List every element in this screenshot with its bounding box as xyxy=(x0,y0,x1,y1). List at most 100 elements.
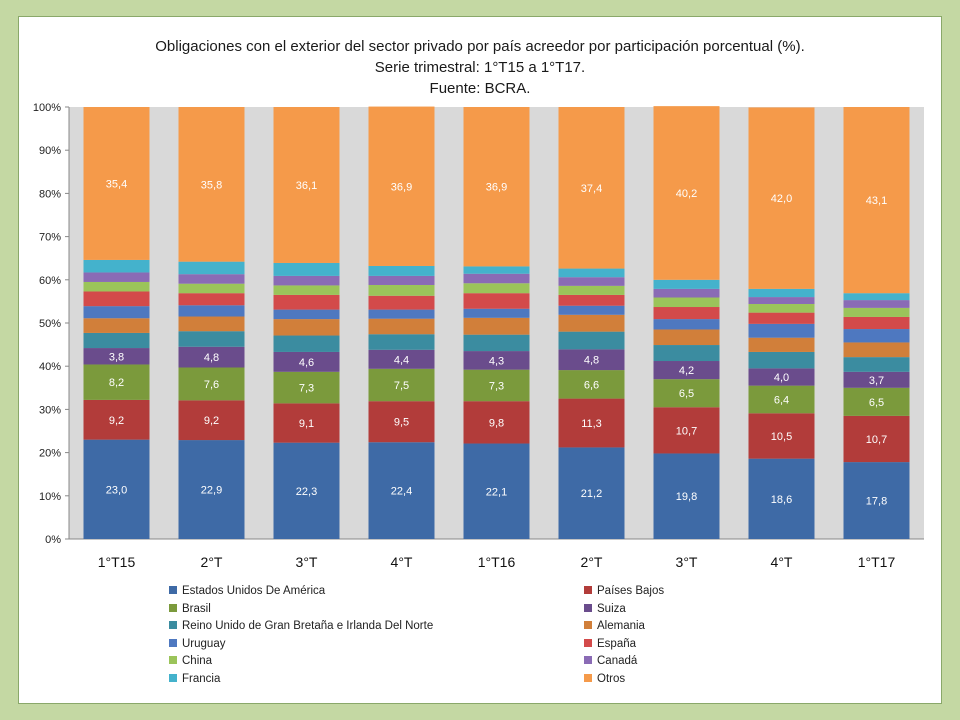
bar-segment xyxy=(83,439,150,539)
bar-segment xyxy=(463,266,530,274)
bar-segment xyxy=(558,285,625,295)
bar-segment xyxy=(653,307,720,320)
bar-segment xyxy=(368,334,435,350)
legend-label: Suiza xyxy=(597,602,626,615)
legend-swatch xyxy=(169,674,177,682)
bar-segment xyxy=(463,369,530,402)
legend-label: Uruguay xyxy=(182,637,226,650)
data-label: 4,2 xyxy=(679,365,694,377)
data-label: 21,2 xyxy=(581,488,602,500)
bar-segment xyxy=(843,300,910,308)
data-label: 10,7 xyxy=(866,434,887,446)
data-label: 9,2 xyxy=(109,415,124,427)
legend-label: Estados Unidos De América xyxy=(182,585,326,597)
bar-segment xyxy=(463,283,530,294)
data-label: 36,1 xyxy=(296,180,317,192)
legend-item: China xyxy=(169,653,212,669)
bar-segment xyxy=(273,351,340,372)
data-label: 36,9 xyxy=(391,181,412,193)
data-label: 22,9 xyxy=(201,485,222,497)
bar-segment xyxy=(463,317,530,335)
bar-segment xyxy=(653,329,720,346)
data-label: 4,4 xyxy=(394,354,409,366)
y-tick-label: 0% xyxy=(45,534,61,546)
bar-segment xyxy=(843,293,910,301)
bar-segment xyxy=(463,401,530,444)
bar-segment xyxy=(368,284,435,296)
data-label: 4,8 xyxy=(204,352,219,364)
bar-segment xyxy=(83,281,150,292)
legend-item: España xyxy=(584,636,636,652)
legend-swatch xyxy=(169,638,177,647)
bar-segment xyxy=(463,308,530,318)
legend-swatch xyxy=(584,656,592,665)
x-tick-label: 4°T xyxy=(391,554,413,570)
data-label: 7,3 xyxy=(299,383,314,395)
bar-segment xyxy=(273,107,340,263)
bar-segment xyxy=(558,349,625,371)
bar-segment xyxy=(273,319,340,336)
bar-segment xyxy=(558,398,625,448)
bar-segment xyxy=(368,295,435,310)
bar-segment xyxy=(843,387,910,416)
legend-swatch xyxy=(584,603,592,612)
bar-segment xyxy=(368,265,435,276)
data-label: 3,8 xyxy=(109,351,124,363)
data-label: 40,2 xyxy=(676,188,697,200)
bar-segment xyxy=(368,106,435,266)
bar-segment xyxy=(368,318,435,335)
data-label: 22,3 xyxy=(296,486,317,498)
data-label: 4,8 xyxy=(584,355,599,367)
data-label: 6,4 xyxy=(774,394,789,406)
bar-segment xyxy=(273,442,340,539)
data-label: 10,7 xyxy=(676,425,697,437)
x-tick-label: 3°T xyxy=(676,554,698,570)
bar-segment xyxy=(83,318,150,333)
bar-segment xyxy=(273,335,340,352)
bar-segment xyxy=(83,107,150,260)
bar-segment xyxy=(368,368,435,402)
stacked-bar-chart: 0% 10% 20% 30% 40% 50% 60% 70% 80% 90% 100% 23,0 9,2… xyxy=(33,102,924,570)
bar-segment xyxy=(843,462,910,539)
bar-segment xyxy=(558,314,625,332)
legend-label: España xyxy=(597,637,637,650)
x-tick-label: 2°T xyxy=(201,554,223,570)
bar-segment xyxy=(178,107,245,262)
bar-segment xyxy=(843,316,910,330)
bar-segment xyxy=(748,368,815,386)
legend-label: Francia xyxy=(182,673,221,685)
legend-label: Reino Unido de Gran Bretaña e Irlanda De… xyxy=(182,620,434,633)
legend-item: Suiza xyxy=(584,601,626,617)
bar-segment xyxy=(178,331,245,347)
legend-label: China xyxy=(182,655,213,668)
data-label: 9,2 xyxy=(204,415,219,427)
legend-item: Canadá xyxy=(584,653,637,669)
data-label: 9,1 xyxy=(299,418,314,430)
bar-segment xyxy=(83,332,150,349)
legend-swatch xyxy=(169,621,177,630)
bar-segment xyxy=(83,364,150,400)
bar-segment xyxy=(83,348,150,365)
bar-segment xyxy=(273,262,340,276)
bar-segment xyxy=(558,277,625,286)
bar-segment xyxy=(748,413,815,459)
y-tick-label: 50% xyxy=(39,318,61,330)
bar-segment xyxy=(653,297,720,308)
data-label: 42,0 xyxy=(771,193,792,205)
bar-segment xyxy=(463,107,530,267)
bar-segment xyxy=(748,107,815,289)
bar-segment xyxy=(843,415,910,463)
bar-segment xyxy=(178,346,245,368)
bar-segment xyxy=(843,307,910,317)
bar-segment xyxy=(273,294,340,310)
bar-segment xyxy=(83,291,150,307)
bar-segment xyxy=(178,367,245,401)
legend-item: Francia xyxy=(169,671,220,687)
y-tick-label: 40% xyxy=(39,361,61,373)
bar-segment xyxy=(653,279,720,289)
y-tick-label: 30% xyxy=(39,404,61,416)
bar-segment xyxy=(83,306,150,319)
bar-segment xyxy=(748,288,815,298)
bar-segment xyxy=(558,107,625,269)
bar-segment xyxy=(368,401,435,443)
